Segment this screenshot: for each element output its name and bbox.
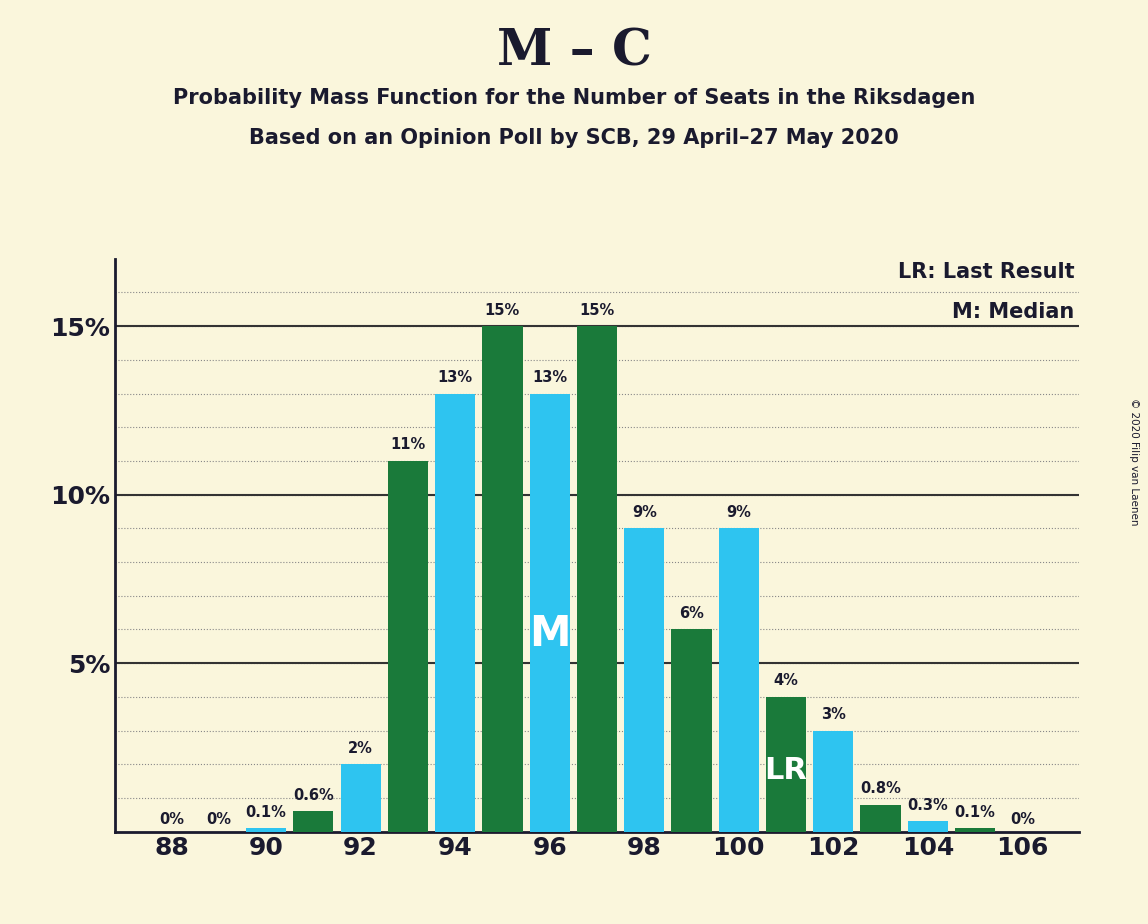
Text: 0%: 0%	[160, 811, 184, 827]
Text: 15%: 15%	[484, 303, 520, 318]
Text: © 2020 Filip van Laenen: © 2020 Filip van Laenen	[1128, 398, 1139, 526]
Text: 0.3%: 0.3%	[907, 798, 948, 813]
Text: 3%: 3%	[821, 707, 846, 722]
Text: 11%: 11%	[390, 437, 426, 453]
Text: 15%: 15%	[580, 303, 614, 318]
Text: 4%: 4%	[774, 674, 799, 688]
Text: LR: Last Result: LR: Last Result	[898, 261, 1075, 282]
Bar	[719, 529, 759, 832]
Text: 9%: 9%	[631, 505, 657, 520]
Text: 6%: 6%	[680, 606, 704, 621]
Bar	[766, 697, 806, 832]
Text: M: Median: M: Median	[952, 301, 1075, 322]
Bar	[813, 731, 853, 832]
Bar	[908, 821, 948, 832]
Bar	[529, 394, 569, 832]
Bar	[435, 394, 475, 832]
Bar	[861, 805, 901, 832]
Text: 0.8%: 0.8%	[860, 781, 901, 796]
Text: 0.1%: 0.1%	[246, 805, 287, 820]
Bar	[625, 529, 665, 832]
Text: M: M	[529, 614, 571, 655]
Bar	[482, 326, 522, 832]
Text: 0.6%: 0.6%	[293, 788, 334, 803]
Text: 9%: 9%	[727, 505, 751, 520]
Text: 13%: 13%	[533, 371, 567, 385]
Bar	[246, 828, 286, 832]
Text: 0.1%: 0.1%	[955, 805, 995, 820]
Text: 0%: 0%	[1010, 811, 1034, 827]
Text: 2%: 2%	[348, 741, 373, 756]
Text: 13%: 13%	[437, 371, 473, 385]
Text: 0%: 0%	[207, 811, 231, 827]
Bar	[955, 828, 995, 832]
Bar	[577, 326, 618, 832]
Bar	[293, 811, 333, 832]
Bar	[341, 764, 381, 832]
Bar	[672, 629, 712, 832]
Text: M – C: M – C	[497, 28, 651, 77]
Text: LR: LR	[765, 757, 807, 785]
Text: Based on an Opinion Poll by SCB, 29 April–27 May 2020: Based on an Opinion Poll by SCB, 29 Apri…	[249, 128, 899, 148]
Bar	[388, 461, 428, 832]
Text: Probability Mass Function for the Number of Seats in the Riksdagen: Probability Mass Function for the Number…	[173, 88, 975, 108]
